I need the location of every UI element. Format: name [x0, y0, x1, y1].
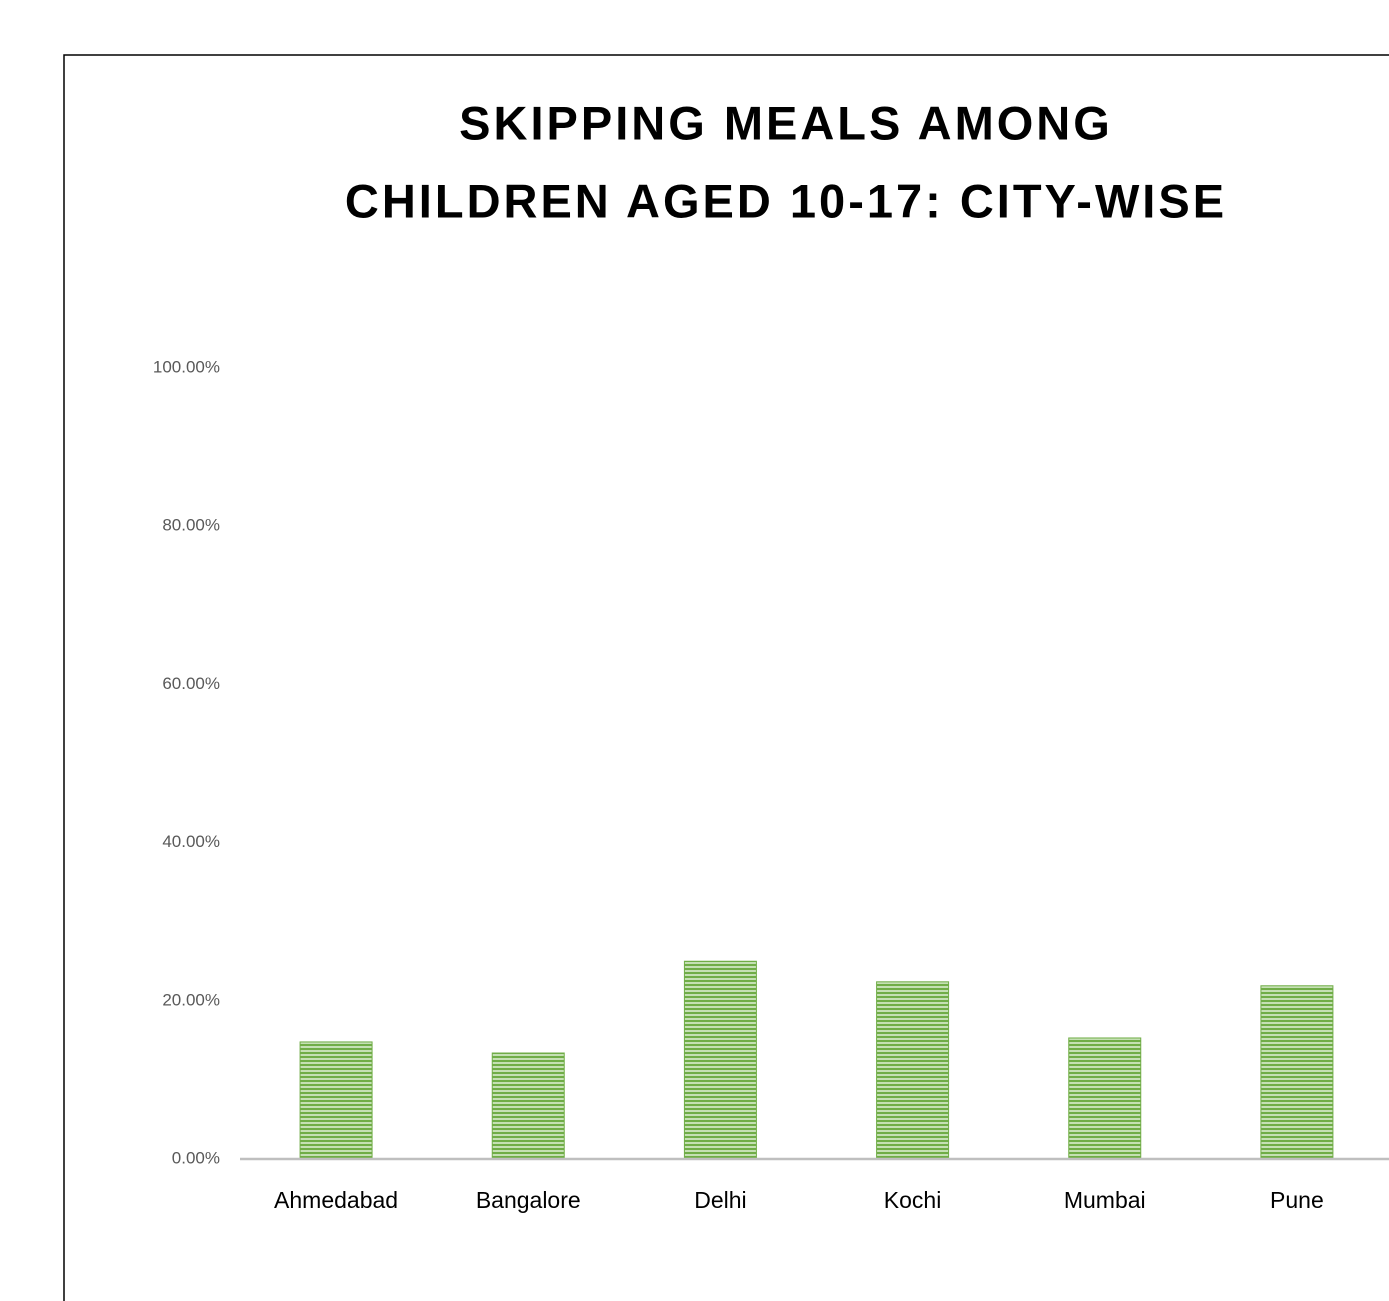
- x-tick-label: Kochi: [884, 1187, 942, 1213]
- bar: [1260, 985, 1334, 1160]
- chart-title: CHILDREN AGED 10-17: CITY-WISE: [345, 174, 1227, 227]
- y-tick-label: 20.00%: [162, 990, 220, 1009]
- y-tick-label: 0.00%: [172, 1148, 220, 1167]
- bar: [876, 981, 950, 1160]
- y-tick-label: 100.00%: [153, 357, 220, 376]
- y-tick-label: 80.00%: [162, 516, 220, 535]
- bar: [491, 1052, 565, 1160]
- chart-frame: [63, 54, 1389, 1301]
- bar: [1068, 1037, 1142, 1160]
- y-tick-label: 60.00%: [162, 674, 220, 693]
- y-tick-label: 40.00%: [162, 832, 220, 851]
- x-tick-label: Mumbai: [1064, 1187, 1146, 1213]
- x-tick-label: Delhi: [694, 1187, 746, 1213]
- chart-title: SKIPPING MEALS AMONG: [459, 96, 1113, 149]
- bar: [683, 960, 757, 1160]
- x-tick-label: Bangalore: [476, 1187, 581, 1213]
- x-tick-label: Ahmedabad: [274, 1187, 398, 1213]
- bar: [299, 1041, 373, 1160]
- x-tick-label: Pune: [1270, 1187, 1324, 1213]
